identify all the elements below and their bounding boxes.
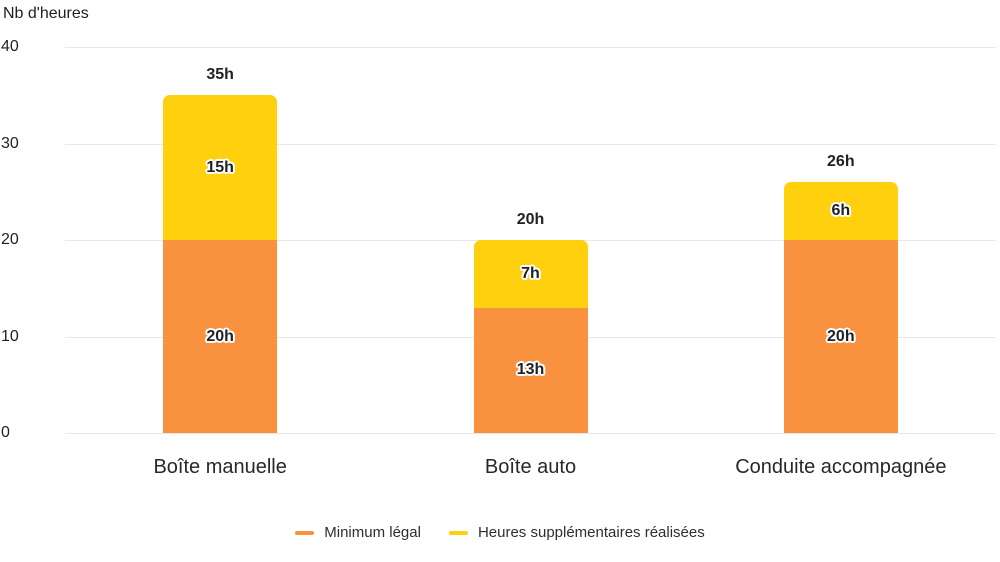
bar-segment: 15h xyxy=(163,95,278,240)
bar-segment: 20h xyxy=(163,240,278,433)
legend-item: Heures supplémentaires réalisées xyxy=(448,524,705,541)
x-axis-label: Conduite accompagnée xyxy=(735,456,947,478)
legend-label: Minimum légal xyxy=(324,524,421,541)
bar: 20h 15h 35h xyxy=(163,67,278,433)
bar-total-label: 20h xyxy=(516,211,545,228)
gridline xyxy=(65,433,996,434)
bar-total-label: 35h xyxy=(206,66,234,84)
legend-item: Minimum légal xyxy=(295,524,421,541)
segment-value-label: 20h xyxy=(827,327,855,345)
x-axis-label: Boîte manuelle xyxy=(153,456,287,478)
segment-value-label: 15h xyxy=(206,158,234,176)
x-axis-label: Boîte auto xyxy=(484,456,577,478)
bar: 20h 6h 26h xyxy=(783,154,898,433)
bar-segment: 20h xyxy=(783,240,898,433)
legend-marker xyxy=(295,530,315,535)
bar: 13h 7h 20h xyxy=(473,212,588,433)
bar-segment: 6h xyxy=(783,182,898,240)
y-tick-label: 0 xyxy=(1,424,10,441)
legend-marker xyxy=(448,530,468,535)
bar-segment: 13h xyxy=(473,307,588,433)
segment-value-label: 7h xyxy=(521,264,540,282)
y-tick-label: 40 xyxy=(1,38,19,55)
bar-segment: 7h xyxy=(473,240,588,308)
y-axis-title: Nb d'heures xyxy=(3,5,89,22)
gridline xyxy=(65,47,996,48)
segment-value-label: 13h xyxy=(516,361,545,379)
y-tick-label: 20 xyxy=(1,231,19,248)
legend-label: Heures supplémentaires réalisées xyxy=(477,524,705,541)
y-tick-label: 10 xyxy=(1,327,19,345)
bar-total-label: 26h xyxy=(827,153,855,171)
segment-value-label: 20h xyxy=(206,327,234,345)
legend: Minimum légal Heures supplémentaires réal… xyxy=(0,524,1000,541)
segment-value-label: 6h xyxy=(831,202,851,220)
gridline xyxy=(65,143,996,145)
y-tick-label: 30 xyxy=(1,134,19,152)
plot-area: 0 10 20 30 40 20h 15h 35h 13h 7h 20h 20h 6h 26h xyxy=(0,39,1000,441)
